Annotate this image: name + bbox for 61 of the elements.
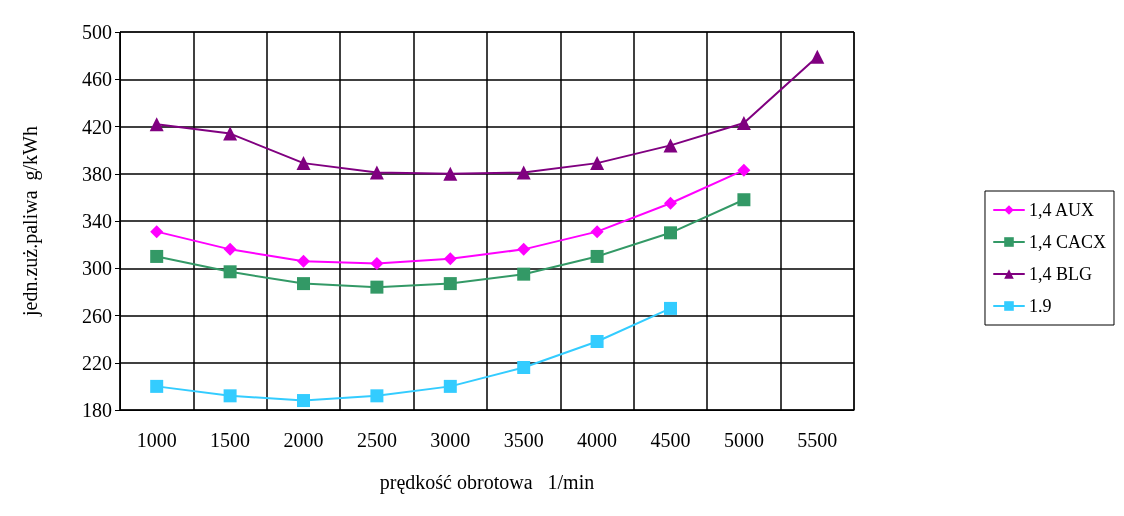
point (664, 301, 677, 315)
point (223, 126, 238, 141)
x-tick-label: 5500 (797, 429, 838, 451)
point (443, 379, 457, 393)
point (590, 156, 605, 171)
point (663, 138, 678, 153)
point (223, 242, 237, 256)
point (297, 394, 310, 408)
point (737, 193, 751, 207)
point (664, 196, 677, 210)
point (516, 165, 531, 180)
x-tick-label: 3500 (503, 429, 544, 451)
point (736, 115, 751, 130)
x-axis-title: prędkość obrotowa 1/min (379, 471, 595, 494)
x-tick-label: 4000 (577, 429, 618, 451)
point (149, 117, 164, 132)
point (443, 252, 457, 266)
legend-label: 1,4 CACX (1028, 232, 1107, 252)
point (590, 225, 604, 239)
point (297, 277, 310, 291)
point (297, 254, 310, 268)
point (223, 265, 237, 279)
x-tick-label: 2500 (356, 429, 397, 451)
legend-label: 1.9 (1028, 296, 1052, 316)
x-tick-label: 5000 (723, 429, 764, 451)
legend-label: 1,4 BLG (1028, 264, 1092, 284)
y-tick-label: 300 (82, 257, 112, 280)
point (296, 156, 311, 171)
point (369, 165, 384, 180)
point (737, 163, 751, 177)
y-tick-label: 340 (82, 210, 112, 232)
point (223, 389, 237, 403)
y-tick-label: 460 (82, 68, 112, 91)
point (370, 257, 384, 271)
point (443, 166, 458, 181)
point (664, 226, 677, 240)
point (370, 280, 384, 294)
point (517, 267, 531, 281)
x-tick-label: 4500 (650, 429, 691, 451)
point (517, 360, 531, 374)
y-tick-label: 500 (82, 21, 112, 43)
legend-label: 1,4 AUX (1028, 200, 1095, 220)
x-tick-label: 1500 (210, 429, 251, 451)
x-tick-label: 3000 (430, 429, 471, 451)
y-tick-label: 220 (82, 351, 112, 374)
point (590, 249, 604, 263)
point (150, 225, 164, 239)
y-tick-label: 260 (82, 304, 112, 327)
y-tick-label: 180 (82, 399, 112, 421)
point (517, 242, 531, 256)
y-axis-title: jedn.zuż.paliwa g/kWh (19, 126, 42, 317)
y-tick-label: 380 (82, 162, 112, 185)
point (150, 249, 164, 263)
point (810, 49, 825, 64)
point (370, 389, 384, 403)
y-tick-label: 420 (82, 115, 112, 138)
point (590, 334, 604, 348)
x-tick-label: 1000 (136, 429, 177, 451)
x-tick-label: 2000 (283, 429, 324, 451)
point (150, 379, 164, 393)
point (443, 277, 457, 291)
